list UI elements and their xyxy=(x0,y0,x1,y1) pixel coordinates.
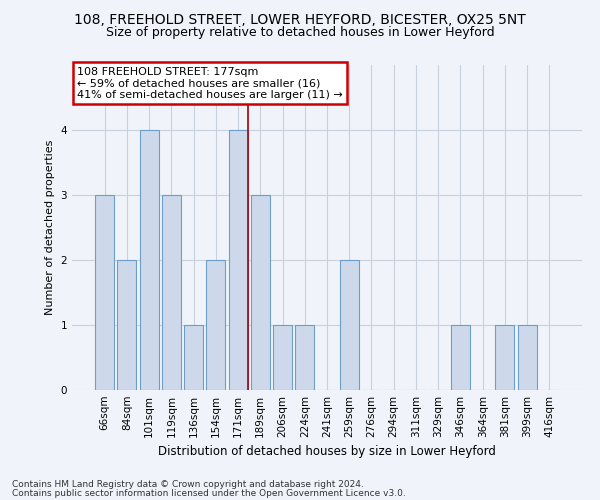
Bar xyxy=(251,195,270,390)
Bar xyxy=(140,130,158,390)
Bar xyxy=(229,130,248,390)
Bar xyxy=(118,260,136,390)
Bar xyxy=(295,325,314,390)
Bar xyxy=(162,195,181,390)
Bar xyxy=(95,195,114,390)
Bar xyxy=(273,325,292,390)
Bar xyxy=(451,325,470,390)
Bar xyxy=(518,325,536,390)
Text: 108 FREEHOLD STREET: 177sqm
← 59% of detached houses are smaller (16)
41% of sem: 108 FREEHOLD STREET: 177sqm ← 59% of det… xyxy=(77,66,343,100)
Y-axis label: Number of detached properties: Number of detached properties xyxy=(45,140,55,315)
Bar xyxy=(184,325,203,390)
X-axis label: Distribution of detached houses by size in Lower Heyford: Distribution of detached houses by size … xyxy=(158,446,496,458)
Bar xyxy=(340,260,359,390)
Bar xyxy=(496,325,514,390)
Text: 108, FREEHOLD STREET, LOWER HEYFORD, BICESTER, OX25 5NT: 108, FREEHOLD STREET, LOWER HEYFORD, BIC… xyxy=(74,12,526,26)
Text: Size of property relative to detached houses in Lower Heyford: Size of property relative to detached ho… xyxy=(106,26,494,39)
Text: Contains HM Land Registry data © Crown copyright and database right 2024.: Contains HM Land Registry data © Crown c… xyxy=(12,480,364,489)
Bar xyxy=(206,260,225,390)
Text: Contains public sector information licensed under the Open Government Licence v3: Contains public sector information licen… xyxy=(12,489,406,498)
